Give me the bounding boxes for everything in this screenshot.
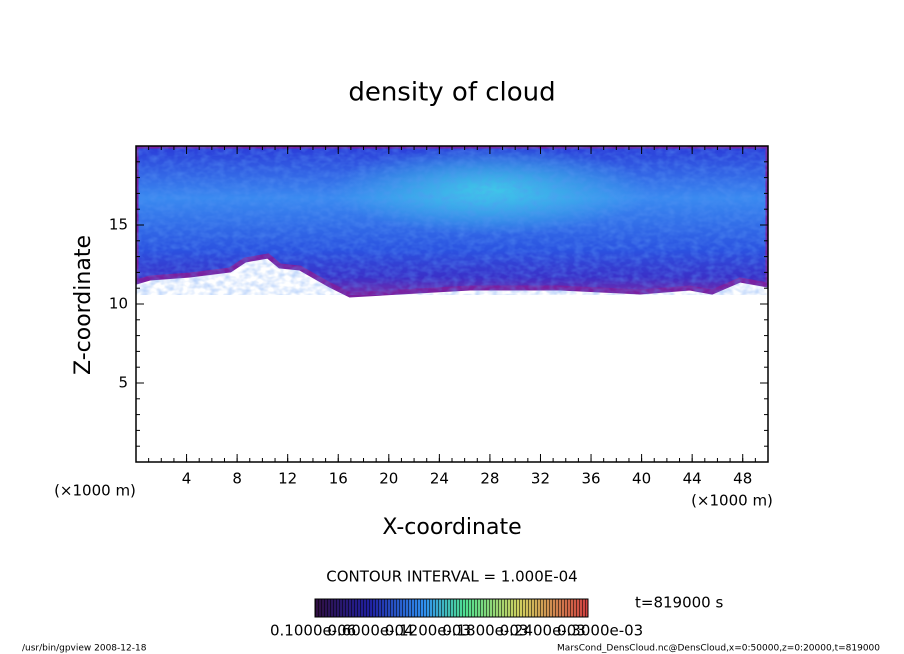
x-tick-label: 48 (733, 470, 752, 488)
x-unit-right: (×1000 m) (691, 492, 773, 510)
x-axis-label: X-coordinate (382, 515, 521, 540)
x-tick-label: 24 (430, 470, 449, 488)
footer-right: MarsCond_DensCloud.nc@DensCloud,x=0:5000… (557, 644, 880, 654)
x-tick-label: 28 (480, 470, 499, 488)
colorbar-labels: 0.1000e-060.6000e-040.1200e-030.1800e-03… (270, 622, 643, 640)
colorbar-label: 0.6000e-04 (327, 622, 413, 640)
x-tick-label: 20 (379, 470, 398, 488)
cloud-field (136, 146, 768, 298)
x-tick-label: 40 (632, 470, 651, 488)
x-tick-label: 8 (232, 470, 242, 488)
chart-title: density of cloud (348, 78, 555, 108)
x-tick-label: 36 (581, 470, 600, 488)
colorbar-label: 0.1800e-03 (442, 622, 528, 640)
colorbar-label: 0.1200e-03 (385, 622, 471, 640)
x-tick-label: 16 (329, 470, 348, 488)
x-unit-left: (×1000 m) (54, 482, 136, 500)
x-tick-label: 4 (182, 470, 192, 488)
x-tick-label: 44 (683, 470, 702, 488)
time-label: t=819000 s (635, 594, 723, 612)
colorbar-label: 0.1000e-06 (270, 622, 356, 640)
colorbar-label: 0.2400e-03 (500, 622, 586, 640)
contour-interval: CONTOUR INTERVAL = 1.000E-04 (326, 568, 577, 586)
colorbar-frame (314, 598, 589, 618)
footer-left: /usr/bin/gpview 2008-12-18 (22, 644, 147, 654)
y-tick-label: 10 (109, 295, 128, 313)
y-tick-label: 5 (118, 374, 128, 392)
y-axis-label: Z-coordinate (71, 235, 96, 375)
y-tick-label: 15 (109, 216, 128, 234)
x-tick-label: 32 (531, 470, 550, 488)
x-tick-label: 12 (278, 470, 297, 488)
colorbar-label: 0.3000e-03 (557, 622, 643, 640)
